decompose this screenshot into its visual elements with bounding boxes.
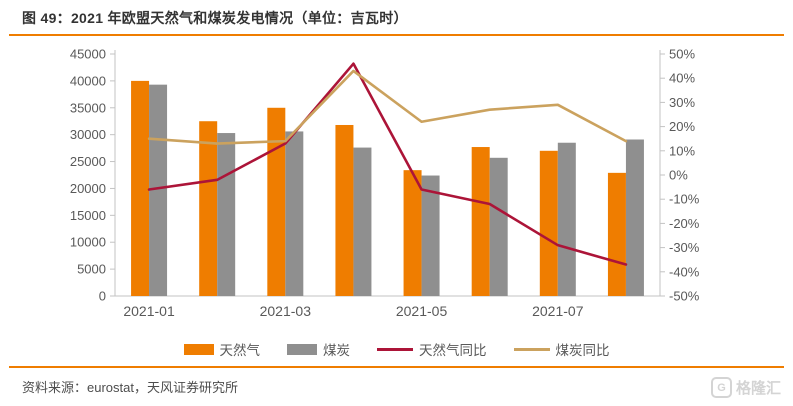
y-axis-right-tick-label: -50% bbox=[669, 289, 700, 304]
x-axis-tick-label: 2021-05 bbox=[396, 303, 448, 319]
bar-natural-gas bbox=[267, 107, 286, 297]
watermark-logo-icon: G bbox=[710, 377, 732, 398]
figure-header: 图 49：2021 年欧盟天然气和煤炭发电情况（单位：吉瓦时） bbox=[9, 0, 784, 36]
y-axis-right-tick-label: 30% bbox=[669, 95, 695, 110]
gas-bar-swatch bbox=[183, 343, 214, 355]
bar-coal bbox=[489, 157, 508, 296]
figure-footer: 资料来源：eurostat，天风证券研究所 G 格隆汇 bbox=[0, 366, 793, 406]
y-axis-right-tick-label: 0% bbox=[669, 168, 688, 183]
line-gas-yoy bbox=[147, 62, 628, 266]
y-axis-right-tick-label: 40% bbox=[669, 71, 695, 86]
footer-divider bbox=[9, 366, 784, 368]
chart-area: 0 5000 10000 15000 20000 25000 30000 35000 40000… bbox=[0, 36, 793, 336]
legend-label-gas: 天然气 bbox=[219, 343, 261, 358]
bar-natural-gas bbox=[199, 121, 218, 296]
watermark-text: 格隆汇 bbox=[735, 380, 781, 397]
y-axis-left-tick-label: 30000 bbox=[70, 127, 106, 142]
bar-natural-gas bbox=[607, 172, 626, 296]
source-note: 资料来源：eurostat，天风证券研究所 bbox=[22, 380, 238, 395]
line-coal-yoy bbox=[147, 69, 628, 145]
y-axis-left-tick-label: 45000 bbox=[70, 47, 106, 62]
y-axis-left-tick-label: 10000 bbox=[70, 235, 106, 250]
y-axis-right-tick-label: -30% bbox=[669, 240, 700, 255]
x-axis-tick-label: 2021-03 bbox=[260, 303, 312, 319]
y-axis-left-tick-label: 35000 bbox=[70, 100, 106, 115]
bar-coal bbox=[149, 84, 168, 296]
y-axis-right-tick-label: 10% bbox=[669, 143, 695, 158]
legend-item-coal-yoy: 煤炭同比 bbox=[513, 339, 610, 359]
legend-item-gas: 天然气 bbox=[183, 339, 261, 359]
y-axis-right-tick-label: 20% bbox=[669, 119, 695, 134]
bar-coal bbox=[421, 175, 440, 296]
y-axis-right-tick-label: -10% bbox=[669, 192, 700, 207]
legend-label-coal-yoy: 煤炭同比 bbox=[555, 343, 610, 358]
chart-legend: 天然气 煤炭 天然气同比 煤炭同比 bbox=[0, 338, 793, 360]
figure-title: 图 49：2021 年欧盟天然气和煤炭发电情况（单位：吉瓦时） bbox=[22, 10, 408, 26]
combo-chart: 0 5000 10000 15000 20000 25000 30000 35000 40000… bbox=[70, 47, 700, 320]
legend-label-coal: 煤炭 bbox=[323, 343, 350, 358]
bar-coal bbox=[353, 147, 372, 296]
bar-coal bbox=[217, 133, 236, 296]
legend-item-gas-yoy: 天然气同比 bbox=[377, 339, 487, 359]
x-axis-tick-label: 2021-01 bbox=[123, 303, 175, 319]
y-axis-right-tick-label: 50% bbox=[669, 47, 695, 62]
watermark: G 格隆汇 bbox=[710, 377, 781, 398]
legend-label-gas-yoy: 天然气同比 bbox=[419, 343, 487, 358]
x-axis-tick-label: 2021-07 bbox=[532, 303, 584, 319]
y-axis-left-tick-label: 20000 bbox=[70, 181, 106, 196]
bar-natural-gas bbox=[539, 150, 558, 296]
gas-yoy-line-swatch bbox=[377, 347, 413, 351]
y-axis-left-tick-label: 15000 bbox=[70, 208, 106, 223]
coal-yoy-line-swatch bbox=[513, 347, 550, 351]
bar-natural-gas bbox=[131, 80, 150, 296]
y-axis-left-tick-label: 0 bbox=[99, 289, 106, 304]
bar-natural-gas bbox=[471, 147, 490, 296]
legend-item-coal: 煤炭 bbox=[287, 339, 350, 359]
bar-natural-gas bbox=[335, 124, 354, 296]
y-axis-right-tick-label: -40% bbox=[669, 264, 700, 279]
y-axis-right-tick-label: -20% bbox=[669, 216, 700, 231]
coal-bar-swatch bbox=[287, 343, 317, 355]
bar-coal bbox=[557, 142, 576, 296]
y-axis-left-tick-label: 5000 bbox=[77, 262, 106, 277]
y-axis-left-tick-label: 40000 bbox=[70, 73, 106, 88]
y-axis-left-tick-label: 25000 bbox=[70, 154, 106, 169]
bar-coal bbox=[285, 131, 304, 296]
bar-coal bbox=[625, 139, 644, 296]
bar-natural-gas bbox=[403, 170, 422, 296]
